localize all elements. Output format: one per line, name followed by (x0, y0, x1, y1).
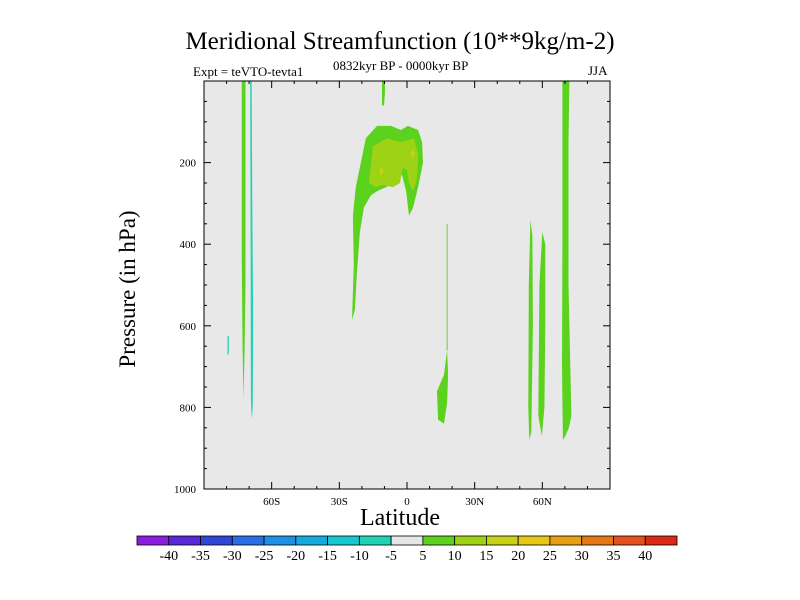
upper-tropical-cell-outer (352, 125, 423, 320)
x-tick-label: 60S (263, 496, 280, 508)
nh-tropical-thin-line (446, 223, 448, 351)
colorbar-swatch (517, 535, 551, 546)
colorbar-swatch (549, 535, 583, 546)
colorbar-label: 5 (419, 549, 426, 564)
upper-tropical-cell-core-b (410, 149, 415, 159)
upper-tropical-cell-core-a (379, 166, 384, 176)
y-tick-label: 1000 (174, 484, 197, 496)
y-tick-label: 600 (180, 321, 197, 333)
nh-tropical-lower-positive-cell (437, 350, 449, 424)
colorbar-label: -10 (350, 549, 369, 564)
colorbar-label: -20 (286, 549, 305, 564)
colorbar-swatch (200, 535, 233, 546)
colorbar-swatch (327, 535, 360, 546)
sh-high-lat-negative-strip (250, 81, 254, 420)
chart-title: Meridional Streamfunction (10**9kg/m-2) (185, 28, 615, 55)
experiment-subtitle: Expt = teVTO-tevta1 (193, 64, 304, 79)
x-tick-label: 0 (404, 496, 410, 508)
contour-regions (227, 81, 572, 440)
colorbar-label: 40 (638, 549, 652, 564)
x-tick-label: 60N (533, 496, 552, 508)
colorbar-label: -25 (255, 549, 274, 564)
season-subtitle: JJA (588, 63, 608, 78)
colorbar-swatch (454, 535, 487, 546)
x-tick-label: 30S (331, 496, 348, 508)
colorbar-label: 15 (479, 549, 493, 564)
colorbar-label: 35 (607, 549, 621, 564)
x-tick-label: 30N (465, 496, 484, 508)
colorbar-label: 30 (575, 549, 589, 564)
colorbar-label: -15 (318, 549, 337, 564)
y-tick-label: 400 (180, 239, 197, 251)
nh-high-lat-positive-strip (562, 81, 572, 440)
colorbar-label: -5 (385, 549, 397, 564)
nh-midlat-positive-cell-west (528, 219, 533, 440)
colorbar-swatch (486, 535, 519, 546)
x-axis-label: Latitude (360, 505, 440, 531)
colorbar-swatch (295, 535, 328, 546)
colorbar-swatch (422, 535, 456, 546)
colorbar-swatch (581, 535, 614, 546)
y-tick-label: 800 (180, 402, 197, 414)
colorbar-swatch (390, 535, 424, 546)
upper-tropical-cell-inner (368, 138, 419, 192)
colorbar-swatch (168, 535, 201, 546)
tropical-upper-positive-strip (382, 81, 385, 106)
colorbar-label: 25 (543, 549, 557, 564)
sh-high-lat-negative-speck (227, 336, 229, 355)
colorbar-swatch (136, 535, 170, 546)
sh-high-lat-positive-strip (241, 81, 246, 400)
colorbar-swatch (358, 535, 392, 546)
colorbar-label: -35 (191, 549, 210, 564)
colorbar-swatch (263, 535, 297, 546)
y-tick-label: 200 (180, 158, 197, 170)
colorbar-swatch (644, 535, 678, 546)
axis-ticks: 60S 30S 0 30N 60N 200 400 600 800 1000 (174, 81, 610, 508)
colorbar-label: -30 (223, 549, 242, 564)
colorbar-label: 10 (448, 549, 462, 564)
nh-midlat-positive-cell-east (538, 232, 546, 436)
colorbar: -40 -35 -30 -25 -20 -15 -10 -5 5 10 15 20 25 30 35 40 (136, 535, 678, 564)
colorbar-label: 20 (511, 549, 525, 564)
colorbar-swatch (613, 535, 646, 546)
colorbar-swatch (231, 535, 265, 546)
period-subtitle: 0832kyr BP - 0000kyr BP (333, 58, 469, 73)
colorbar-label: -40 (159, 549, 178, 564)
